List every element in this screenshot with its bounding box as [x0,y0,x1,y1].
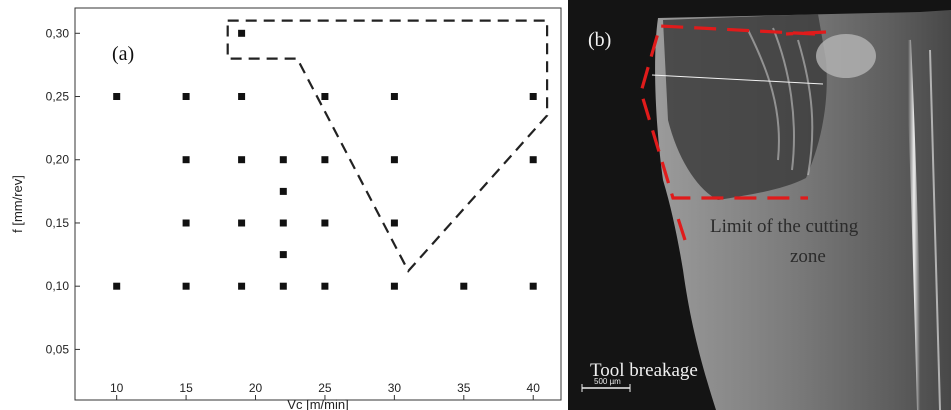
y-axis-title: f [mm/rev] [10,175,25,233]
dashed-region-outline [226,19,549,273]
measurement-line [651,74,824,85]
data-point [321,93,329,100]
x-tick-label: 15 [179,381,193,395]
data-point [390,93,398,100]
x-tick-label: 30 [388,381,402,395]
data-point [460,282,468,290]
micrograph-panel-b: (b) Limit of the cutting zone Tool break… [568,0,951,410]
data-point [238,282,246,290]
data-point [279,156,287,164]
data-point [390,219,398,227]
data-point [182,93,190,100]
data-point [113,282,121,290]
data-point [321,219,329,227]
data-point [279,219,287,227]
data-point [238,156,246,164]
cutting-zone-label-line2: zone [790,246,826,267]
cutting-zone-label-line1: Limit of the cutting [710,216,859,237]
data-point [238,219,246,227]
data-point [321,282,329,290]
y-tick-label: 0,15 [46,216,70,230]
x-tick-label: 25 [318,381,332,395]
data-point [279,251,287,259]
data-point [390,156,398,164]
data-point [529,93,537,100]
cutting-zone-outline [639,24,827,241]
data-point [182,156,190,164]
tool-edge-highlight [905,39,923,410]
tool-breakage-label: Tool breakage [590,360,698,381]
tool-edge-line [929,49,941,410]
data-point [182,282,190,290]
plot-frame [74,7,562,401]
x-axis-title: Vc [m/min] [287,397,348,410]
data-point [238,93,246,100]
y-tick-label: 0,25 [46,90,70,104]
data-point [279,187,287,195]
data-point [529,156,537,164]
x-tick-label: 35 [457,381,471,395]
micrograph-image: (b) Limit of the cutting zone Tool break… [568,0,951,410]
scatter-chart: 10 15 20 25 30 35 40 0,05 0,10 0,15 0,20 0,25 0,30 (… [10,7,562,410]
y-tick-label: 0,20 [46,153,70,167]
data-point [279,282,287,290]
chart-panel-a: 10 15 20 25 30 35 40 0,05 0,10 0,15 0,20 0,25 0,30 (… [10,7,562,410]
data-point [238,29,246,37]
breakage-crater [816,34,876,78]
x-tick-label: 40 [527,381,541,395]
y-tick-label: 0,05 [46,342,70,356]
wear-streaks [747,27,814,176]
data-point [321,156,329,164]
panel-label-b: (b) [588,29,611,51]
data-point [529,282,537,290]
data-point [113,93,121,100]
cutting-zone-surface [663,14,827,200]
y-tick-label: 0,10 [46,279,70,293]
data-point [390,282,398,290]
data-point [182,219,190,227]
x-tick-label: 20 [249,381,263,395]
scale-bar-label: 500 µm [594,377,621,386]
panel-label-a: (a) [112,43,134,65]
y-tick-label: 0,30 [46,26,70,40]
x-tick-label: 10 [110,381,124,395]
